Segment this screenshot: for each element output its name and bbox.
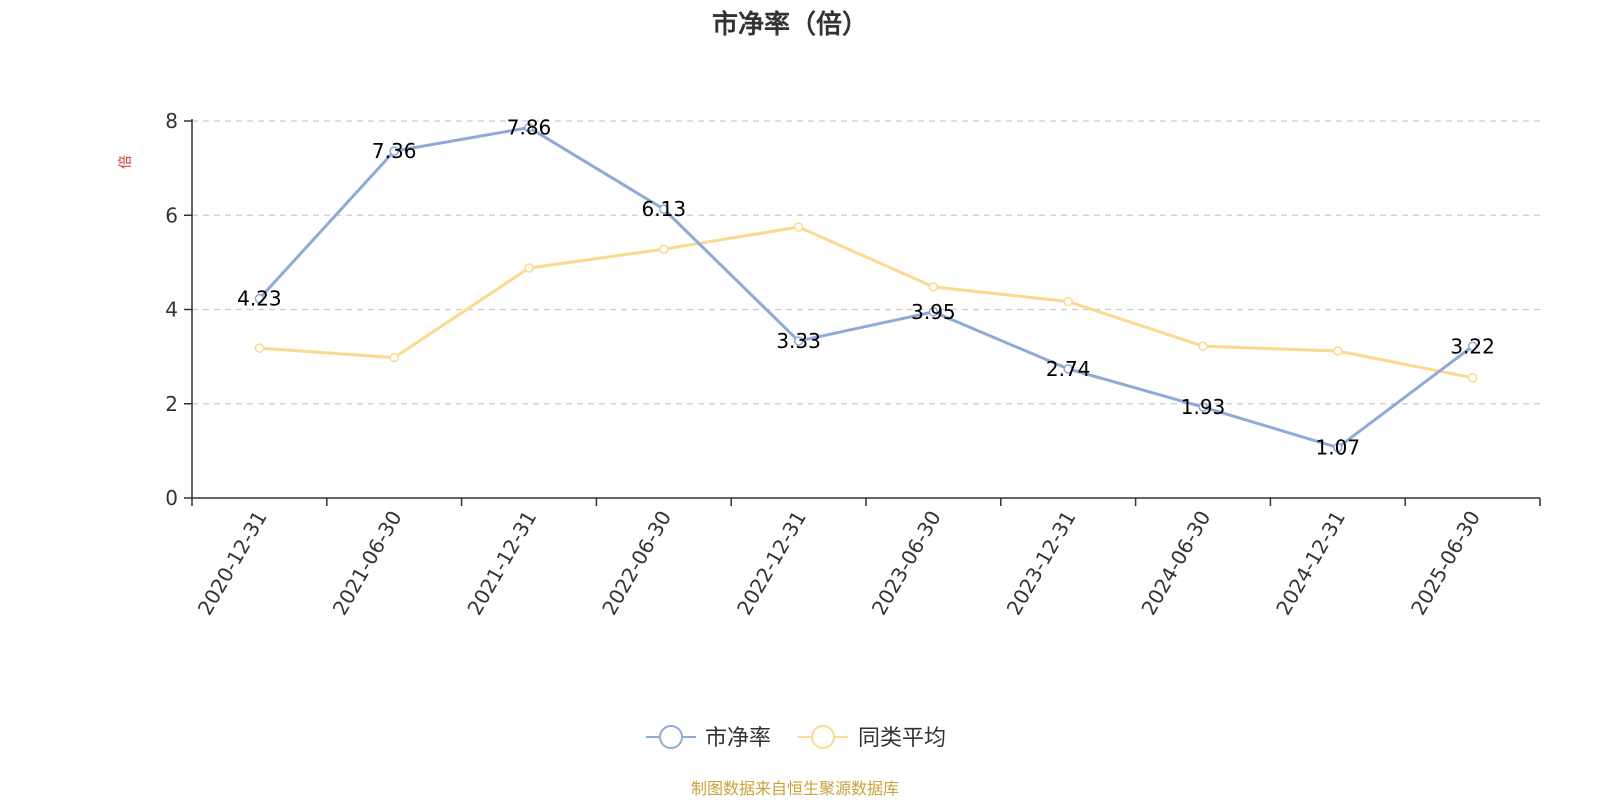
data-label: 3.95 xyxy=(911,300,956,324)
data-point xyxy=(1467,373,1478,383)
y-tick-label: 4 xyxy=(165,298,178,322)
axes: 0 2 4 6 8 2020-12-31 2021-06-30 2021-12-31 2022-… xyxy=(165,109,1541,620)
data-point xyxy=(1063,364,1073,374)
data-label: 3.33 xyxy=(776,329,821,353)
data-point xyxy=(793,336,804,346)
y-tick-label: 6 xyxy=(165,203,178,227)
data-point xyxy=(254,293,265,304)
y-tick-label: 0 xyxy=(165,486,178,510)
legend-item-pb[interactable]: 市净率 xyxy=(646,725,771,751)
data-point xyxy=(659,244,669,254)
x-tick-label: 2020-12-31 xyxy=(193,507,272,620)
x-tick-label: 2022-06-30 xyxy=(597,507,676,620)
y-axis-unit: 倍 xyxy=(118,155,134,169)
series-line-pb xyxy=(258,126,1474,450)
data-point xyxy=(524,122,534,133)
data-point xyxy=(928,282,939,292)
data-point xyxy=(524,263,534,273)
chart-title: 市净率（倍） xyxy=(712,9,868,40)
data-point xyxy=(1198,341,1208,352)
y-tick-label: 2 xyxy=(165,392,178,416)
data-label: 1.93 xyxy=(1181,395,1226,419)
data-point xyxy=(1467,341,1478,352)
x-tick-label: 2025-06-30 xyxy=(1406,507,1485,620)
source-note: 制图数据来自恒生聚源数据库 xyxy=(691,779,899,798)
legend-circle-icon xyxy=(659,725,683,749)
data-point xyxy=(389,146,399,156)
data-label: 6.13 xyxy=(642,197,687,221)
data-label: 3.22 xyxy=(1450,334,1495,358)
x-tick-label: 2024-12-31 xyxy=(1271,507,1350,620)
data-point xyxy=(928,307,939,317)
data-point xyxy=(659,204,669,214)
legend[interactable]: 市净率 同类平均 xyxy=(646,725,946,751)
data-point xyxy=(1063,296,1073,307)
x-tick-label: 2024-06-30 xyxy=(1136,507,1215,620)
data-point xyxy=(254,343,265,353)
legend-label: 市净率 xyxy=(705,726,771,751)
legend-label: 同类平均 xyxy=(858,726,946,751)
x-tick-label: 2023-12-31 xyxy=(1002,507,1081,620)
data-point xyxy=(1333,442,1343,453)
data-label: 1.07 xyxy=(1316,436,1361,460)
grid-lines xyxy=(192,120,1540,405)
data-point xyxy=(389,352,399,363)
legend-circle-icon xyxy=(811,725,835,749)
y-tick-label: 8 xyxy=(165,109,178,133)
x-tick-label: 2023-06-30 xyxy=(867,507,946,620)
data-label: 7.36 xyxy=(372,139,417,163)
data-point xyxy=(793,222,804,232)
x-tick-label: 2021-06-30 xyxy=(328,507,407,620)
data-labels: 4.23 7.36 7.86 6.13 3.33 3.95 2.74 1.93 1.07 3.22 xyxy=(237,116,1495,460)
data-label: 7.86 xyxy=(507,116,552,140)
series-lines xyxy=(254,122,1478,453)
x-tick-label: 2022-12-31 xyxy=(732,507,811,620)
data-point xyxy=(1333,346,1343,356)
data-point xyxy=(1198,402,1208,412)
data-label: 2.74 xyxy=(1046,357,1091,381)
legend-item-avg[interactable]: 同类平均 xyxy=(798,725,946,751)
data-label: 4.23 xyxy=(237,287,282,311)
x-tick-label: 2021-12-31 xyxy=(462,507,541,620)
series-line-avg xyxy=(259,225,1473,380)
